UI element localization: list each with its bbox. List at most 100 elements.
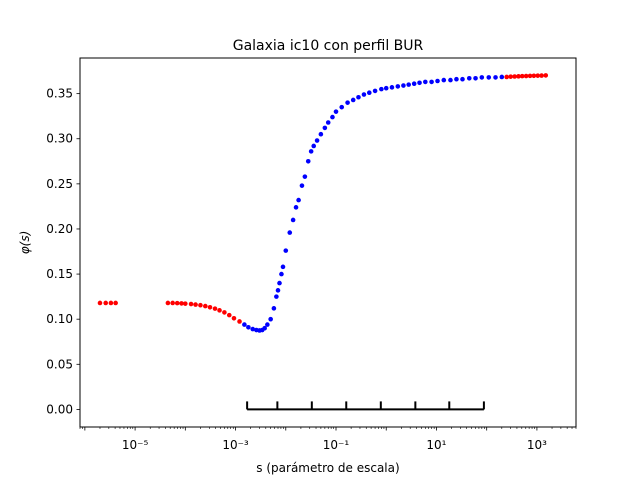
data-point — [188, 301, 194, 307]
x-tick-label: 10⁻¹ — [323, 438, 350, 452]
data-point — [435, 78, 440, 84]
data-point — [97, 300, 103, 306]
data-point — [330, 114, 335, 120]
data-point — [486, 75, 492, 80]
y-tick-label: 0.25 — [46, 177, 73, 191]
data-point — [523, 73, 529, 79]
data-point — [299, 183, 305, 188]
data-point — [460, 76, 465, 82]
data-point — [531, 73, 537, 79]
x-tick-label: 10⁻³ — [222, 438, 249, 452]
data-point — [318, 131, 324, 137]
y-tick-label: 0.10 — [46, 312, 73, 326]
data-point — [308, 149, 314, 154]
data-point — [454, 76, 459, 82]
data-point — [356, 94, 361, 100]
data-point — [508, 74, 513, 79]
data-point — [246, 325, 251, 330]
data-point — [466, 75, 472, 81]
data-point — [170, 300, 175, 306]
data-point — [280, 264, 286, 270]
data-point — [174, 300, 180, 306]
data-point — [305, 159, 311, 164]
data-point — [448, 77, 453, 83]
data-point — [333, 109, 339, 114]
data-point — [527, 73, 533, 79]
data-point — [274, 294, 279, 299]
y-axis-label: φ(s) — [18, 231, 32, 255]
data-point — [242, 322, 247, 327]
data-point — [429, 79, 434, 85]
data-point — [401, 83, 406, 88]
plot-marks — [97, 73, 549, 411]
y-tick-label: 0.20 — [46, 222, 73, 236]
data-point — [504, 74, 509, 80]
data-point — [183, 301, 188, 306]
axes: 10⁻⁵ 10⁻³ 10⁻¹ 10¹ 10³ 0.00 0.05 0.10 0.15 0.20 0.… — [46, 87, 577, 452]
x-tick-label: 10³ — [527, 438, 547, 452]
data-point — [473, 75, 478, 81]
data-point — [179, 301, 184, 306]
x-tick-label: 10¹ — [426, 438, 446, 452]
data-point — [250, 326, 256, 332]
data-point — [193, 302, 198, 307]
data-point — [265, 322, 270, 327]
data-point — [322, 125, 328, 131]
data-point — [279, 271, 284, 277]
data-point — [268, 316, 273, 322]
data-point — [383, 85, 389, 91]
data-point — [406, 82, 411, 87]
data-point — [231, 315, 237, 321]
data-point — [165, 300, 171, 306]
data-point — [325, 120, 331, 125]
data-point — [361, 92, 367, 97]
data-point — [372, 88, 378, 94]
y-tick-label: 0.15 — [46, 267, 73, 281]
chart-title: Galaxia ic10 con perfil BUR — [233, 38, 424, 54]
y-tick-label: 0.00 — [46, 402, 73, 416]
data-point — [262, 325, 267, 331]
data-point — [113, 300, 118, 306]
data-point — [417, 80, 422, 86]
y-tick-label: 0.35 — [46, 87, 73, 101]
data-point — [296, 197, 301, 203]
data-point — [207, 304, 213, 310]
data-point — [277, 280, 282, 286]
data-point — [237, 319, 242, 324]
data-point — [395, 84, 401, 89]
data-point — [198, 302, 203, 308]
x-tick-label: 10⁻⁵ — [122, 438, 149, 452]
data-point — [350, 97, 356, 103]
data-point — [539, 73, 544, 78]
data-point — [366, 90, 372, 96]
data-point — [519, 73, 525, 79]
plot-frame — [79, 57, 577, 428]
data-point — [314, 138, 320, 143]
x-axis-label: s (parámetro de escala) — [256, 461, 399, 475]
data-point — [493, 75, 498, 80]
data-point — [512, 74, 517, 79]
data-point — [271, 306, 277, 311]
data-point — [516, 74, 521, 79]
data-point — [441, 77, 447, 83]
data-point — [379, 86, 384, 92]
data-point — [217, 308, 222, 313]
data-point — [423, 79, 428, 85]
data-point — [103, 300, 109, 306]
data-point — [226, 312, 232, 318]
data-point — [499, 74, 505, 80]
data-point — [283, 248, 289, 253]
data-point — [535, 73, 541, 78]
data-point — [302, 174, 308, 179]
data-point — [345, 100, 350, 105]
data-point — [311, 143, 317, 149]
data-point — [203, 303, 208, 309]
data-point — [222, 310, 227, 315]
y-tick-label: 0.30 — [46, 132, 73, 146]
data-point — [543, 73, 549, 78]
data-point — [290, 217, 296, 223]
data-point — [275, 288, 281, 293]
data-point — [389, 85, 395, 90]
